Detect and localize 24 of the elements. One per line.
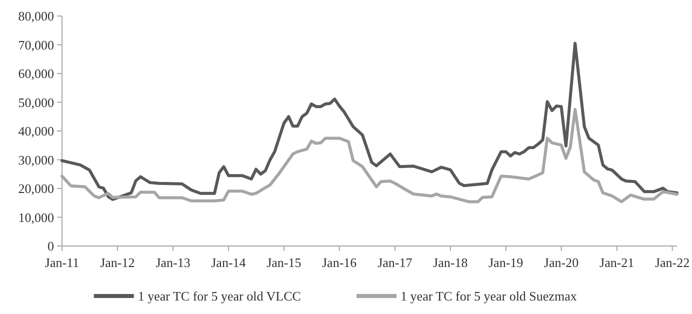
y-tick-label: 20,000 [18, 181, 54, 196]
y-tick-label: 60,000 [18, 66, 54, 82]
y-tick-label: 80,000 [18, 8, 54, 24]
line-series [60, 42, 678, 201]
legend-label: 1 year TC for 5 year old VLCC [138, 288, 301, 304]
y-tick-label: 0 [48, 238, 54, 254]
y-tick-label: 70,000 [18, 37, 54, 52]
y-tick-label: 40,000 [18, 124, 54, 139]
x-tick-label: Jan-15 [266, 255, 302, 270]
x-tick-label: Jan-22 [654, 255, 690, 270]
legend-label: 1 year TC for 5 year old Suezmax [400, 288, 578, 304]
x-tick-label: Jan-12 [100, 255, 135, 270]
x-tick-label: Jan-13 [156, 255, 190, 270]
y-tick-label: 30,000 [18, 152, 54, 168]
x-tick-label: Jan-16 [322, 255, 358, 270]
y-tick-label: 10,000 [18, 210, 54, 225]
x-tick-label: Jan-11 [44, 255, 80, 270]
y-tick-label: 50,000 [18, 94, 54, 110]
x-tick-label: Jan-20 [544, 255, 579, 270]
x-tick-label: Jan-14 [211, 255, 246, 270]
x-tick-label: Jan-19 [488, 255, 524, 270]
x-tick-label: Jan-21 [600, 255, 634, 270]
x-tick-label: Jan-18 [433, 255, 468, 270]
x-tick-label: Jan-17 [378, 255, 413, 270]
